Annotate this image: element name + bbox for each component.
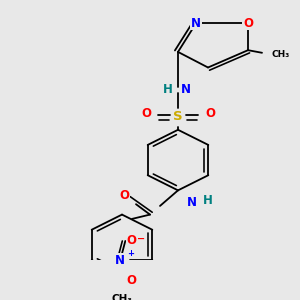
Text: N: N: [191, 17, 201, 30]
Text: H: H: [163, 82, 173, 96]
Text: +: +: [127, 249, 134, 258]
Text: S: S: [173, 110, 183, 123]
Text: O: O: [126, 274, 136, 287]
Text: O: O: [119, 189, 129, 202]
Text: N: N: [181, 82, 191, 96]
Text: CH₃: CH₃: [272, 50, 290, 59]
Text: −: −: [137, 234, 146, 244]
Text: O: O: [126, 235, 136, 248]
Text: N: N: [115, 254, 125, 266]
Text: N: N: [187, 196, 197, 209]
Text: H: H: [203, 194, 213, 207]
Text: O: O: [243, 17, 253, 30]
Text: CH₃: CH₃: [112, 294, 133, 300]
Text: O: O: [141, 107, 151, 120]
Text: O: O: [205, 107, 215, 120]
